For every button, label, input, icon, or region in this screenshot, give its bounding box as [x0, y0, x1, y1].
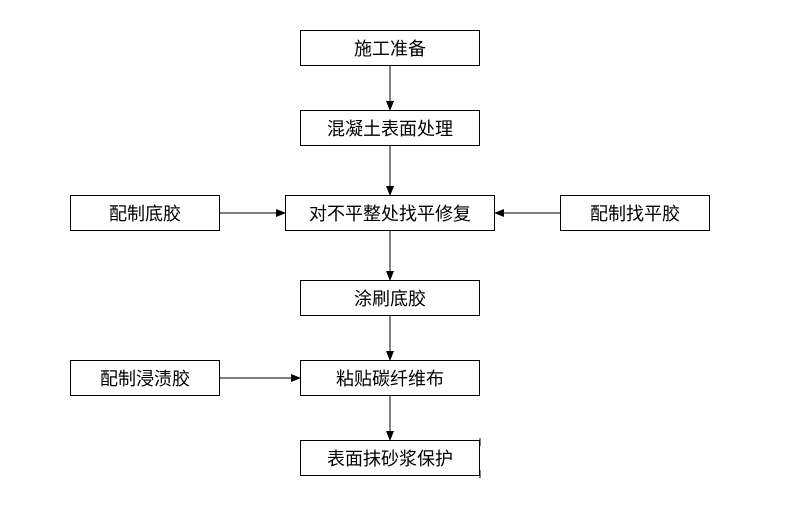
node-label: 混凝土表面处理: [327, 115, 453, 141]
flow-node-primer: 涂刷底胶: [300, 280, 480, 316]
flow-node-levelglue: 配制找平胶: [560, 195, 710, 231]
flow-node-bottomglue: 配制底胶: [70, 195, 220, 231]
node-label: 配制底胶: [109, 200, 181, 226]
flow-node-protect: 表面抹砂浆保护: [300, 440, 480, 476]
flow-node-prep: 施工准备: [300, 30, 480, 66]
node-label: 粘贴碳纤维布: [336, 365, 444, 391]
flow-node-level: 对不平整处找平修复: [285, 195, 495, 231]
node-label: 涂刷底胶: [354, 285, 426, 311]
node-label: 对不平整处找平修复: [309, 200, 471, 226]
node-label: 施工准备: [354, 35, 426, 61]
node-label: 配制找平胶: [590, 200, 680, 226]
flow-node-paste: 粘贴碳纤维布: [300, 360, 480, 396]
node-label: 配制浸渍胶: [100, 365, 190, 391]
node-label: 表面抹砂浆保护: [327, 445, 453, 471]
flow-node-soakglue: 配制浸渍胶: [70, 360, 220, 396]
flow-node-surface: 混凝土表面处理: [300, 110, 480, 146]
